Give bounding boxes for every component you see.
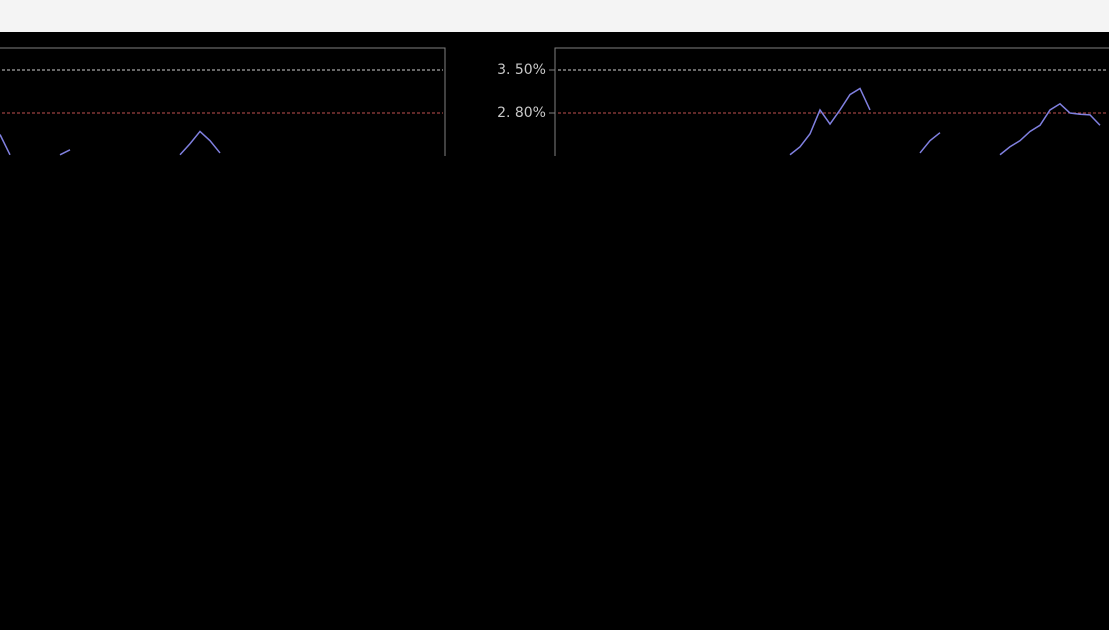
unrendered-area (0, 156, 1109, 630)
series-line (0, 134, 11, 156)
series-line (919, 132, 941, 154)
title-bar (0, 0, 1109, 32)
y-tick-label: 2. 80% (497, 105, 546, 121)
series-line (179, 130, 221, 156)
series-line (59, 149, 71, 156)
series-line (999, 102, 1101, 156)
series-line (789, 87, 871, 156)
y-tick-label: 3. 50% (497, 62, 546, 78)
